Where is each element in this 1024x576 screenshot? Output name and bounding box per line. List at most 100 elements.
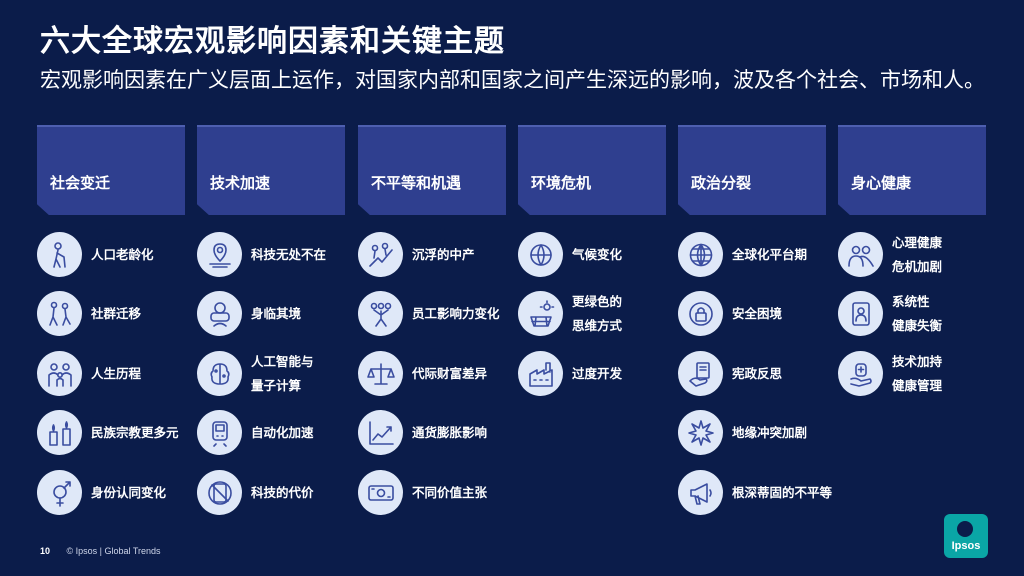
- list-item: 员工影响力变化: [358, 289, 548, 339]
- list-item: 人生历程: [37, 349, 227, 399]
- candles-icon: [37, 410, 82, 455]
- list-item: 民族宗教更多元: [37, 408, 227, 458]
- list-item: 技术加持 健康管理: [838, 349, 1024, 399]
- tablet-health-icon: [838, 291, 883, 336]
- list-item: 自动化加速: [197, 408, 387, 458]
- list-item-label: 技术加持 健康管理: [892, 355, 943, 393]
- footer: 10 © Ipsos | Global Trends: [40, 546, 161, 556]
- page-title: 六大全球宏观影响因素和关键主题: [40, 25, 505, 58]
- list-item: 科技无处不在: [197, 230, 387, 280]
- walking-people-icon: [37, 291, 82, 336]
- list-item-label: 员工影响力变化: [412, 307, 500, 321]
- list-item-label: 过度开发: [572, 367, 623, 381]
- column-3: 不平等和机遇 沉浮的中产 员工影响力变化 代际财富差异 通货膨胀影响 不同价值主张: [358, 125, 506, 515]
- rising-chart-icon: [358, 410, 403, 455]
- document-hand-icon: [678, 351, 723, 396]
- column-header-label: 社会变迁: [50, 175, 111, 192]
- train-icon: [197, 410, 242, 455]
- wearable-hand-icon: [838, 351, 883, 396]
- list-item-label: 人口老龄化: [91, 248, 154, 262]
- money-note-icon: [358, 470, 403, 515]
- list-item: 身份认同变化: [37, 468, 227, 518]
- list-item-label: 科技的代价: [251, 486, 314, 500]
- column-header: 身心健康: [838, 125, 986, 215]
- column-header: 技术加速: [197, 125, 345, 215]
- list-item-label: 地缘冲突加剧: [732, 426, 808, 440]
- list-item-label: 身临其境: [251, 307, 302, 321]
- list-item: 社群迁移: [37, 289, 227, 339]
- column-header-label: 身心健康: [851, 175, 912, 192]
- column-header-label: 环境危机: [531, 175, 592, 192]
- climbing-people-icon: [358, 232, 403, 277]
- list-item: 人口老龄化: [37, 230, 227, 280]
- list-item-label: 心理健康 危机加剧: [892, 236, 943, 274]
- page-subtitle: 宏观影响因素在广义层面上运作，对国家内部和国家之间产生深远的影响，波及各个社会、…: [40, 69, 985, 92]
- list-item: 全球化平台期: [678, 230, 868, 280]
- column-header-label: 不平等和机遇: [371, 175, 462, 192]
- elderly-person-icon: [37, 232, 82, 277]
- list-item: 科技的代价: [197, 468, 387, 518]
- list-item: 宪政反思: [678, 349, 868, 399]
- megaphone-icon: [678, 470, 723, 515]
- list-item-label: 社群迁移: [91, 307, 142, 321]
- column-header: 环境危机: [518, 125, 666, 215]
- column-2: 技术加速科技无处不在 身临其境人工智能与 量子计算自动化加速科技的代价: [197, 125, 345, 515]
- ai-brain-icon: [197, 351, 242, 396]
- scales-icon: [358, 351, 403, 396]
- list-item: 根深蒂固的不平等: [678, 468, 868, 518]
- column-header: 政治分裂: [678, 125, 826, 215]
- vr-headset-icon: [197, 291, 242, 336]
- column-header: 不平等和机遇: [358, 125, 506, 215]
- list-item-label: 不同价值主张: [412, 486, 488, 500]
- list-item-label: 系统性 健康失衡: [892, 295, 943, 333]
- list-item-label: 更绿色的 思维方式: [572, 295, 623, 333]
- globe-icon: [678, 232, 723, 277]
- column-header-label: 政治分裂: [691, 175, 752, 192]
- people-icon: [838, 232, 883, 277]
- list-item: 沉浮的中产: [358, 230, 548, 280]
- column-6: 身心健康心理健康 危机加剧 系统性 健康失衡 技术加持 健康管理: [838, 125, 986, 396]
- column-5: 政治分裂全球化平台期 安全困境宪政反思地缘冲突加剧根深蒂固的不平等: [678, 125, 832, 515]
- list-item-label: 人生历程: [91, 367, 142, 381]
- no-device-icon: [197, 470, 242, 515]
- list-item-label: 根深蒂固的不平等: [732, 486, 833, 500]
- list-item-label: 安全困境: [732, 307, 783, 321]
- team-icon: [358, 291, 403, 336]
- family-icon: [37, 351, 82, 396]
- list-item: 地缘冲突加剧: [678, 408, 868, 458]
- explosion-icon: [678, 410, 723, 455]
- list-item: 心理健康 危机加剧: [838, 230, 1024, 280]
- page-number: 10: [40, 546, 51, 556]
- list-item-label: 气候变化: [572, 248, 623, 262]
- list-item: 通货膨胀影响: [358, 408, 548, 458]
- list-item: 安全困境: [678, 289, 868, 339]
- list-item: 更绿色的 思维方式: [518, 289, 708, 339]
- list-item: 系统性 健康失衡: [838, 289, 1024, 339]
- footer-text: © Ipsos | Global Trends: [66, 546, 161, 556]
- location-pin-icon: [197, 232, 242, 277]
- lock-icon: [678, 291, 723, 336]
- list-item-label: 宪政反思: [732, 367, 783, 381]
- logo-text: Ipsos: [951, 540, 981, 552]
- list-item-label: 科技无处不在: [251, 248, 327, 262]
- column-1: 社会变迁 人口老龄化 社群迁移 人生历程 民族宗教更多元 身份认同变化: [37, 125, 185, 515]
- logo-mark: [957, 521, 973, 537]
- list-item-label: 身份认同变化: [91, 486, 167, 500]
- list-item-label: 代际财富差异: [412, 367, 488, 381]
- list-item-label: 沉浮的中产: [412, 248, 475, 262]
- list-item-label: 自动化加速: [251, 426, 314, 440]
- list-item: 不同价值主张: [358, 468, 548, 518]
- list-item: 气候变化: [518, 230, 708, 280]
- globe-thermometer-icon: [518, 232, 563, 277]
- factory-icon: [518, 351, 563, 396]
- list-item: 身临其境: [197, 289, 387, 339]
- list-item: 代际财富差异: [358, 349, 548, 399]
- list-item-label: 人工智能与 量子计算: [251, 355, 314, 393]
- list-item: 过度开发: [518, 349, 708, 399]
- gender-symbol-icon: [37, 470, 82, 515]
- list-item: 人工智能与 量子计算: [197, 349, 387, 399]
- ipsos-logo: Ipsos: [944, 514, 988, 558]
- list-item-label: 全球化平台期: [732, 248, 808, 262]
- column-header-label: 技术加速: [210, 175, 271, 192]
- column-4: 环境危机气候变化更绿色的 思维方式过度开发: [518, 125, 666, 396]
